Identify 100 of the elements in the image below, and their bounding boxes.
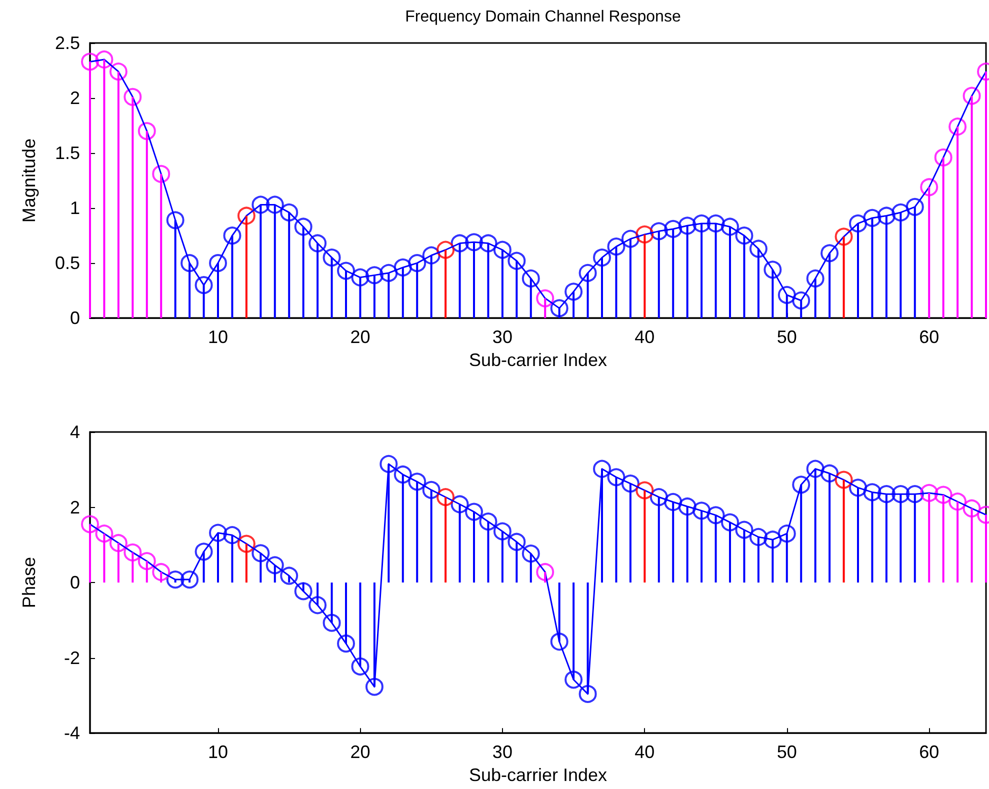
point — [436, 488, 455, 506]
point — [564, 670, 583, 689]
point — [522, 269, 540, 288]
point — [678, 216, 696, 235]
point — [280, 203, 298, 222]
point — [479, 234, 498, 252]
x-tick-label: 50 — [776, 327, 797, 348]
point — [422, 480, 440, 499]
point — [252, 196, 270, 214]
point — [692, 502, 711, 520]
x-axis-title: Sub-carrier Index — [468, 765, 608, 785]
point — [892, 203, 910, 222]
point — [834, 470, 853, 489]
point — [664, 493, 682, 511]
point — [536, 289, 554, 308]
point — [706, 214, 725, 232]
y-tick-label: 0 — [70, 572, 80, 593]
point — [450, 234, 469, 252]
point — [237, 534, 256, 553]
point — [564, 282, 583, 301]
point — [607, 238, 626, 256]
point — [166, 211, 184, 230]
x-tick-label: 50 — [776, 742, 797, 762]
point — [138, 122, 156, 140]
point — [280, 566, 298, 585]
y-tick-label: 2 — [70, 88, 80, 108]
point — [650, 222, 668, 240]
point — [678, 498, 696, 516]
point — [920, 178, 938, 196]
point — [380, 264, 398, 282]
point — [308, 234, 327, 252]
point — [621, 474, 640, 493]
point — [337, 262, 355, 280]
point — [778, 524, 796, 543]
point — [550, 299, 568, 318]
point — [351, 268, 370, 286]
x-tick-label: 10 — [208, 742, 228, 762]
point — [394, 466, 412, 484]
point — [294, 218, 312, 236]
point — [408, 472, 426, 491]
point — [934, 148, 952, 166]
x-tick-label: 30 — [492, 327, 512, 348]
point — [209, 524, 227, 542]
point — [308, 596, 327, 614]
point — [394, 258, 412, 276]
point — [152, 563, 170, 582]
point — [124, 88, 142, 106]
point — [166, 570, 184, 589]
point — [920, 484, 938, 502]
point — [95, 50, 114, 68]
point — [650, 488, 668, 506]
point — [365, 266, 384, 284]
y-tick-label: 1.5 — [54, 143, 80, 164]
y-tick-label: -4 — [64, 723, 80, 744]
x-tick-label: 40 — [634, 327, 655, 348]
point — [849, 478, 867, 497]
x-tick-label: 30 — [492, 742, 512, 762]
point — [322, 248, 341, 267]
point — [607, 468, 626, 486]
point — [95, 524, 114, 543]
point — [749, 240, 768, 258]
chart-title: Frequency Domain Channel Response — [405, 8, 681, 26]
point — [636, 225, 654, 244]
y-axis-title: Phase — [19, 557, 39, 608]
point — [578, 684, 597, 703]
point — [180, 254, 199, 272]
point — [764, 260, 782, 279]
point — [806, 269, 824, 288]
point — [194, 276, 213, 294]
point — [408, 254, 426, 272]
point — [877, 206, 896, 225]
point — [266, 196, 284, 214]
y-tick-label: 4 — [70, 422, 80, 442]
point — [962, 499, 981, 518]
point — [465, 502, 483, 521]
point — [706, 506, 725, 524]
point — [223, 226, 242, 245]
point — [849, 214, 867, 232]
point — [365, 678, 384, 696]
point — [180, 570, 199, 589]
point — [493, 522, 512, 540]
point — [863, 483, 882, 502]
point — [351, 657, 370, 676]
point — [493, 240, 512, 259]
point — [465, 233, 483, 252]
point — [735, 520, 754, 539]
point — [692, 214, 711, 232]
point — [337, 634, 355, 653]
x-tick-label: 10 — [208, 327, 228, 348]
point — [948, 492, 967, 511]
point — [536, 563, 554, 582]
x-tick-label: 40 — [634, 742, 655, 762]
point — [735, 226, 754, 245]
y-tick-label: 2 — [70, 497, 80, 518]
point — [322, 614, 341, 632]
point — [721, 513, 739, 532]
point — [934, 486, 952, 504]
point — [820, 464, 839, 482]
y-tick-label: -2 — [64, 648, 80, 668]
point — [834, 228, 853, 246]
